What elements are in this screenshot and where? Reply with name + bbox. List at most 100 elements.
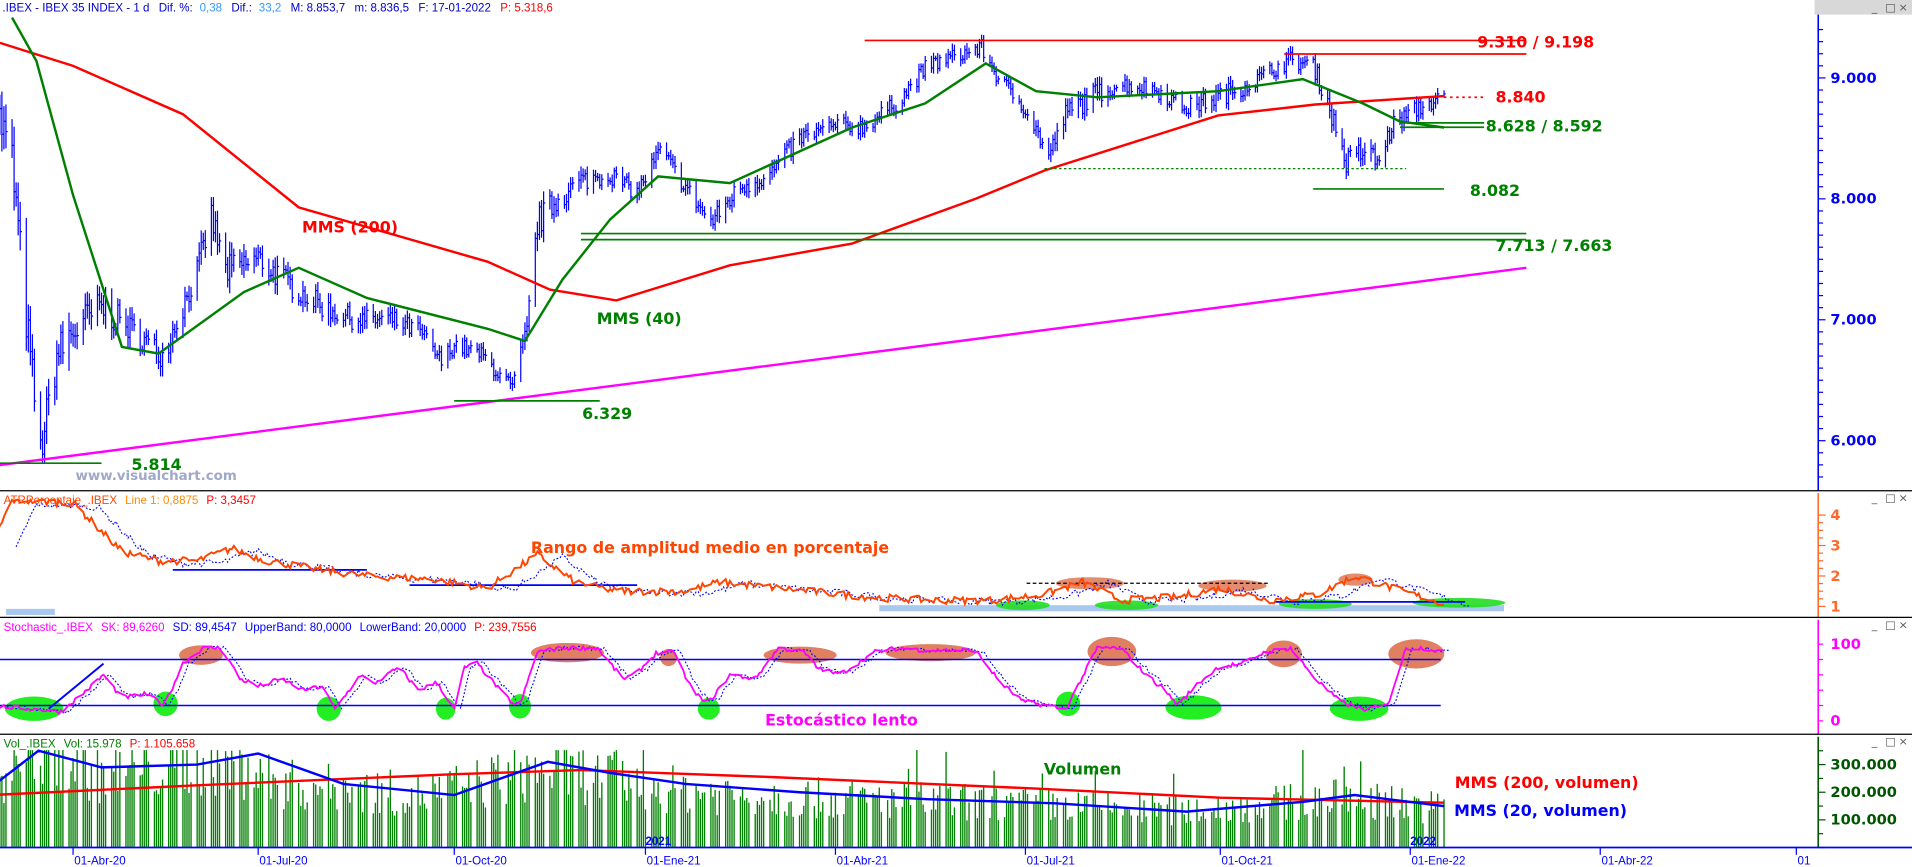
atr-signal-line <box>15 502 1470 607</box>
watermark: www.visualchart.com <box>76 469 237 484</box>
volume-tick-label: 200.000 <box>1830 784 1897 801</box>
volume-title: Volumen <box>1044 759 1121 778</box>
atr-zone-ellipse <box>1412 597 1506 608</box>
p-value: P: 5.318,6 <box>500 3 553 15</box>
level-label: 8.082 <box>1470 181 1520 200</box>
atr-zone-ellipse <box>1094 600 1159 611</box>
volume-ma200-line <box>0 768 1445 804</box>
chart-legend: .IBEX - IBEX 35 INDEX - 1 d Dif. %: 0,38… <box>2 3 552 15</box>
stochastic-maximize-button[interactable]: □ <box>1885 618 1895 631</box>
level-label: 6.329 <box>582 404 632 423</box>
stoch-legend-name: Stochastic_.IBEX <box>4 622 94 634</box>
atr-zone-ellipse <box>996 600 1050 611</box>
trendline <box>0 266 1527 467</box>
dif-pct-value: 0,38 <box>200 3 222 15</box>
level-label: 7.713 / 7.663 <box>1496 236 1613 255</box>
vol-legend-vol: Vol: 15.978 <box>64 739 122 751</box>
x-tick-label: 01-Abr-22 <box>1601 856 1652 867</box>
stochastic-close-button[interactable]: × <box>1899 618 1908 631</box>
ma200-line <box>0 41 1445 302</box>
stoch-tick-label: 0 <box>1830 713 1840 730</box>
volume-minimize-button[interactable]: _ <box>1871 735 1878 748</box>
atr-tick-label: 1 <box>1830 598 1840 615</box>
x-tick-label: 01-Oct-20 <box>455 856 506 867</box>
atr-legend-line1: Line 1: 0,8875 <box>125 495 198 507</box>
dif-label: Dif.: <box>231 3 252 15</box>
level-label: 8.840 <box>1496 87 1546 106</box>
price-tick-label: 8.000 <box>1830 191 1876 208</box>
atr-legend-p: P: 3,3457 <box>206 495 255 507</box>
x-tick-label: 01-Oct-21 <box>1221 856 1272 867</box>
x-tick-label: 01-Abr-21 <box>837 856 888 867</box>
price-close-button[interactable]: × <box>1899 1 1908 14</box>
stoch-sd-line <box>0 645 1451 715</box>
x-tick-label: 01-Abr-20 <box>74 856 125 867</box>
atr-highlight-bar <box>6 608 55 615</box>
atr-title: Rango de amplitud medio en porcentaje <box>531 538 889 557</box>
stoch-title: Estocástico lento <box>765 711 918 730</box>
atr-legend-name: ATRPorcentaje_.IBEX <box>4 495 118 507</box>
ma40-line <box>10 16 1445 355</box>
year-marker: 2021 <box>645 836 671 848</box>
symbol-label: .IBEX - IBEX 35 INDEX - 1 d <box>2 3 149 15</box>
title-bar <box>0 0 1912 15</box>
stoch-oversold-ellipse <box>1055 691 1081 717</box>
stoch-overbought-ellipse <box>660 649 678 667</box>
atr-maximize-button[interactable]: □ <box>1885 492 1895 505</box>
atr-tick-label: 4 <box>1830 507 1840 524</box>
price-maximize-button[interactable]: □ <box>1885 1 1895 14</box>
stoch-overbought-ellipse <box>1388 639 1445 669</box>
stoch-legend-p: P: 239,7556 <box>474 622 536 634</box>
vol-ma200-label: MMS (200, volumen) <box>1455 773 1639 792</box>
x-tick-label: 01-Ene-22 <box>1411 856 1465 867</box>
ma40-label: MMS (40) <box>597 309 682 328</box>
price-tick-label: 6.000 <box>1830 433 1876 450</box>
stoch-legend-sk: SK: 89,6260 <box>101 622 165 634</box>
x-tick-label: 01-Jul-21 <box>1027 856 1075 867</box>
x-tick-label: 01-Jul-20 <box>259 856 307 867</box>
stoch-legend: Stochastic_.IBEX SK: 89,6260 SD: 89,4547… <box>4 622 537 634</box>
volume-close-button[interactable]: × <box>1899 735 1908 748</box>
stoch-oversold-ellipse <box>1329 696 1389 721</box>
price-tick-label: 7.000 <box>1830 312 1876 329</box>
atr-tick-label: 3 <box>1830 537 1840 554</box>
atr-close-button[interactable]: × <box>1899 492 1908 505</box>
atr-line <box>0 497 1445 607</box>
stoch-legend-upper: UpperBand: 80,0000 <box>245 622 352 634</box>
atr-minimize-button[interactable]: _ <box>1871 492 1878 505</box>
stoch-trend-line <box>48 662 105 710</box>
date-value: F: 17-01-2022 <box>418 3 491 15</box>
stoch-oversold-ellipse <box>435 697 456 720</box>
level-label: 8.628 / 8.592 <box>1486 117 1603 136</box>
price-tick-label: 9.000 <box>1830 70 1876 87</box>
volume-tick-label: 300.000 <box>1830 756 1897 773</box>
atr-legend: ATRPorcentaje_.IBEX Line 1: 0,8875 P: 3,… <box>4 495 256 507</box>
stoch-legend-lower: LowerBand: 20,0000 <box>360 622 467 634</box>
stoch-legend-sd: SD: 89,4547 <box>173 622 237 634</box>
atr-panel: 4 3 2 1 <box>0 497 1841 615</box>
price-minimize-button[interactable]: _ <box>1871 1 1878 14</box>
volume-panel: 300.000 200.000 100.000 2021 2022 <box>0 749 1897 849</box>
level-label: 5.814 <box>132 455 182 474</box>
volume-legend: Vol_.IBEX Vol: 15.978 P: 1.105.658 <box>4 739 195 751</box>
volume-maximize-button[interactable]: □ <box>1885 735 1895 748</box>
vol-legend-p: P: 1.105.658 <box>130 739 196 751</box>
dif-pct-label: Dif. %: <box>159 3 193 15</box>
vol-legend-name: Vol_.IBEX <box>4 739 56 751</box>
year-marker: 2022 <box>1410 836 1436 848</box>
stoch-overbought-ellipse <box>885 644 976 662</box>
x-tick-label: 01-Ene-21 <box>647 856 701 867</box>
dif-value: 33,2 <box>259 3 281 15</box>
stochastic-panel: 100 0 <box>0 636 1861 730</box>
price-panel: 9.000 8.000 7.000 6.000 9.310 / 9.198 8.840 8.… <box>0 16 1877 478</box>
stoch-overbought-ellipse <box>1265 640 1302 668</box>
level-label: 9.310 / 9.198 <box>1477 32 1594 51</box>
vol-ma20-label: MMS (20, volumen) <box>1454 801 1627 820</box>
stoch-sk-line <box>0 644 1445 716</box>
stoch-oversold-ellipse <box>697 697 720 720</box>
atr-highlight-bar <box>879 605 1505 612</box>
stoch-tick-label: 100 <box>1830 636 1861 653</box>
volume-ma20-line <box>0 749 1445 813</box>
stochastic-minimize-button[interactable]: _ <box>1871 618 1878 631</box>
